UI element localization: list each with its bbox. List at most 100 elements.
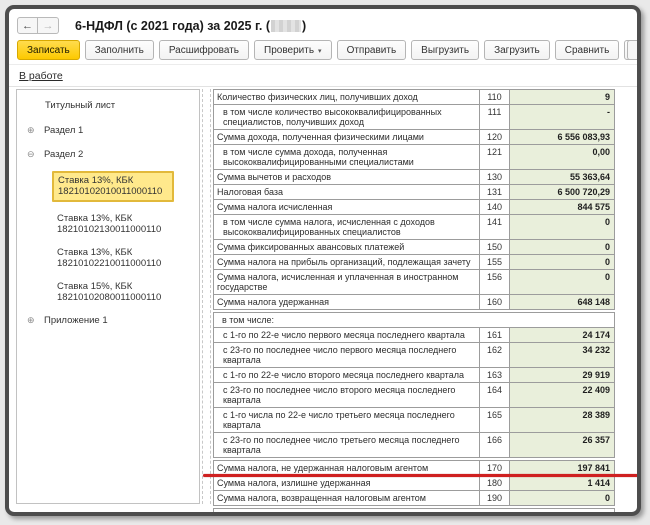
- sidebar-item-label: Приложение 1: [44, 314, 108, 326]
- toolbar-button-2[interactable]: Заполнить: [84, 40, 154, 60]
- table-row-160: Сумма налога удержанная 160 648 148: [213, 294, 615, 310]
- sidebar-item-label: Ставка 13%, КБК 18210102210011000110: [57, 246, 162, 270]
- redacted-org-name: [271, 19, 302, 32]
- row-value-field[interactable]: 0,00: [510, 145, 614, 169]
- expand-icon[interactable]: ⊕: [27, 314, 35, 325]
- row-label: в том числе сумма дохода, полученная выс…: [214, 145, 480, 169]
- toolbar-button-1[interactable]: Записать: [17, 40, 80, 60]
- table-row-163: с 1-го по 22-е число второго месяца посл…: [213, 367, 615, 383]
- row-label: в том числе количество высококвалифициро…: [214, 105, 480, 129]
- table-row-131: Налоговая база 131 6 500 720,29: [213, 184, 615, 200]
- row-value-field[interactable]: 648 148: [510, 295, 614, 309]
- table-row-121: в том числе сумма дохода, полученная выс…: [213, 144, 615, 170]
- toolbar-button-label: Загрузить: [494, 44, 540, 56]
- row-value-field[interactable]: 34 232: [510, 343, 614, 367]
- row-code: 180: [480, 476, 510, 490]
- sidebar-item-2[interactable]: ⊕ Раздел 1: [21, 125, 195, 137]
- toolbar-button-label: Расшифровать: [168, 44, 240, 56]
- table-row-166: с 23-го по последнее число третьего меся…: [213, 432, 615, 458]
- app-window: ← → 6-НДФЛ (с 2021 года) за 2025 г. () З…: [5, 5, 641, 516]
- row-value-field[interactable]: 1 414: [510, 476, 614, 490]
- status-link[interactable]: В работе: [19, 69, 63, 82]
- row-label: в том числе:: [214, 509, 614, 512]
- row-value-field[interactable]: 29 919: [510, 368, 614, 382]
- toolbar-more-button[interactable]: [627, 40, 637, 60]
- sidebar-item-label: Ставка 15%, КБК 18210102080011000110: [57, 280, 162, 304]
- row-value-field[interactable]: 55 363,64: [510, 170, 614, 184]
- panel-splitter[interactable]: [202, 89, 211, 504]
- row-label: Налоговая база: [214, 185, 480, 199]
- row-code: 170: [480, 461, 510, 475]
- page-title-prefix: 6-НДФЛ (с 2021 года) за 2025 г. (: [75, 18, 271, 33]
- row-value-field[interactable]: 844 575: [510, 200, 614, 214]
- row-code: 155: [480, 255, 510, 269]
- table-row-120: Сумма дохода, полученная физическими лиц…: [213, 129, 615, 145]
- row-label: с 1-го числа по 22-е число третьего меся…: [214, 408, 480, 432]
- sidebar-item-3[interactable]: ⊖ Раздел 2: [21, 149, 195, 161]
- row-label: с 23-го по последнее число второго месяц…: [214, 383, 480, 407]
- toolbar-button-8[interactable]: Сравнить: [554, 40, 620, 60]
- table-row-110: Количество физических лиц, получивших до…: [213, 89, 615, 105]
- table-row-130: Сумма вычетов и расходов 130 55 363,64: [213, 169, 615, 185]
- toolbar-button-6[interactable]: Выгрузить: [411, 40, 480, 60]
- table-row-141: в том числе сумма налога, исчисленная с …: [213, 214, 615, 240]
- row-value-field[interactable]: 6 500 720,29: [510, 185, 614, 199]
- toolbar-button-5[interactable]: Отправить: [336, 40, 407, 60]
- sidebar-item-5[interactable]: Ставка 13%, КБК 18210102130011000110: [21, 213, 195, 236]
- row-value-field[interactable]: 0: [510, 255, 614, 269]
- table-row-180: Сумма налога, излишне удержанная 180 1 414: [213, 475, 615, 491]
- table-section-row: в том числе:: [213, 312, 615, 328]
- toolbar-button-label: Проверить: [264, 44, 315, 56]
- row-code: 166: [480, 433, 510, 457]
- table-row-161: с 1-го по 22-е число первого месяца посл…: [213, 327, 615, 343]
- row-label: с 23-го по последнее число первого месяц…: [214, 343, 480, 367]
- row-value-field[interactable]: 0: [510, 215, 614, 239]
- row-value-field[interactable]: 0: [510, 240, 614, 254]
- row-code: 165: [480, 408, 510, 432]
- sidebar-item-label: Ставка 13%, КБК 18210102010011000110: [52, 170, 174, 202]
- table-row-155: Сумма налога на прибыль организаций, под…: [213, 254, 615, 270]
- row-value-field[interactable]: -: [510, 105, 614, 129]
- row-value-field[interactable]: 197 841: [510, 461, 614, 475]
- row-code: 160: [480, 295, 510, 309]
- sidebar-item-label: Раздел 1: [44, 124, 84, 136]
- row-value-field[interactable]: 26 357: [510, 433, 614, 457]
- toolbar-button-4[interactable]: Проверить ▾: [254, 40, 332, 60]
- page-title: 6-НДФЛ (с 2021 года) за 2025 г. (): [75, 19, 306, 33]
- row-value-field[interactable]: 0: [510, 491, 614, 505]
- collapse-icon[interactable]: ⊖: [27, 149, 35, 159]
- toolbar-button-7[interactable]: Загрузить: [484, 40, 550, 60]
- sidebar-item-label: Титульный лист: [45, 100, 116, 111]
- row-value-field[interactable]: 9: [510, 90, 614, 104]
- row-code: 120: [480, 130, 510, 144]
- row-code: 131: [480, 185, 510, 199]
- row-code: 111: [480, 105, 510, 129]
- row-value-field[interactable]: 0: [510, 270, 614, 294]
- row-code: 130: [480, 170, 510, 184]
- row-code: 110: [480, 90, 510, 104]
- sidebar-item-8[interactable]: ⊕ Приложение 1: [21, 315, 195, 327]
- sidebar-item-6[interactable]: Ставка 13%, КБК 18210102210011000110: [21, 247, 195, 270]
- table-section-row: в том числе:: [213, 508, 615, 512]
- row-label: в том числе:: [222, 315, 274, 325]
- row-value-field[interactable]: 24 174: [510, 328, 614, 342]
- row-label: Количество физических лиц, получивших до…: [214, 90, 480, 104]
- row-label: Сумма налога, не удержанная налоговым аг…: [214, 461, 480, 475]
- forward-button[interactable]: →: [38, 17, 59, 34]
- expand-icon[interactable]: ⊕: [27, 124, 35, 135]
- sidebar-item-4[interactable]: Ставка 13%, КБК 18210102010011000110: [21, 170, 195, 202]
- sidebar-item-label: Раздел 2: [44, 149, 84, 160]
- content-area: Титульный лист ⊕ Раздел 1 ⊖ Раздел 2 Ставка 1…: [9, 87, 637, 512]
- row-label: Сумма налога удержанная: [214, 295, 480, 309]
- back-button[interactable]: ←: [17, 17, 38, 34]
- toolbar-button-label: Выгрузить: [421, 44, 470, 56]
- toolbar-button-3[interactable]: Расшифровать: [158, 40, 250, 60]
- row-code: 161: [480, 328, 510, 342]
- sidebar-item-7[interactable]: Ставка 15%, КБК 18210102080011000110: [21, 281, 195, 304]
- chevron-down-icon: ▾: [318, 47, 322, 55]
- row-value-field[interactable]: 28 389: [510, 408, 614, 432]
- row-value-field[interactable]: 22 409: [510, 383, 614, 407]
- row-value-field[interactable]: 6 556 083,93: [510, 130, 614, 144]
- sidebar-item-1[interactable]: Титульный лист: [21, 100, 195, 112]
- page-title-suffix: ): [302, 18, 307, 33]
